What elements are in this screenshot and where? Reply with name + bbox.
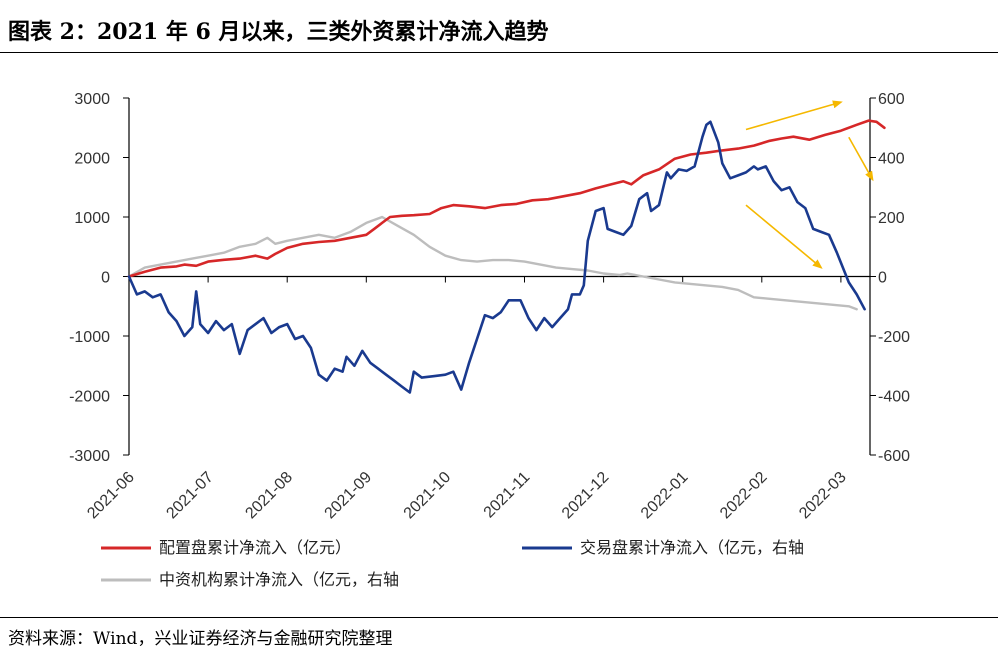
trend-arrow — [848, 136, 874, 182]
trend-arrow — [745, 100, 843, 131]
source-note: 资料来源：Wind，兴业证券经济与金融研究院整理 — [8, 629, 393, 649]
right-axis-tick-label: 400 — [878, 151, 905, 168]
allocation-legend-label: 配置盘累计净流入（亿元） — [159, 538, 351, 557]
left-axis-tick-label: -1000 — [69, 329, 110, 346]
x-axis-tick-label: 2021-12 — [559, 469, 613, 523]
x-axis-tick-label: 2021-09 — [322, 469, 376, 523]
left-axis-tick-label: 0 — [101, 270, 110, 287]
footer-divider — [0, 617, 998, 618]
left-axis-tick-label: 1000 — [74, 210, 110, 227]
trading-legend-label: 交易盘累计净流入（亿元，右轴 — [580, 538, 804, 557]
left-axis-tick-label: -3000 — [69, 448, 110, 465]
left-axis-tick-label: 3000 — [74, 91, 110, 108]
trading-series-line — [127, 120, 866, 394]
x-axis-tick-label: 2022-01 — [638, 469, 692, 523]
x-axis-tick-label: 2021-06 — [84, 469, 138, 523]
right-axis-tick-label: -200 — [878, 329, 910, 346]
x-axis-tick-label: 2021-11 — [481, 469, 534, 522]
x-axis-tick-label: 2021-07 — [163, 469, 217, 523]
trend-arrow — [745, 204, 823, 269]
left-axis-tick-label: -2000 — [69, 389, 110, 406]
chart: 3000200010000-1000-2000-30006004002000-2… — [69, 91, 910, 589]
page-title: 图表 2：2021 年 6 月以来，三类外资累计净流入趋势 — [8, 19, 549, 45]
right-axis-tick-label: 0 — [878, 270, 887, 287]
x-axis-tick-label: 2021-08 — [242, 469, 296, 523]
title-divider — [0, 52, 998, 53]
intermediary-legend-label: 中资机构累计净流入（亿元，右轴 — [159, 570, 399, 589]
right-axis-tick-label: -400 — [878, 389, 910, 406]
intermediary-series-line — [127, 215, 858, 311]
right-axis-tick-label: 600 — [878, 91, 905, 108]
right-axis-tick-label: 200 — [878, 210, 905, 227]
x-axis-tick-label: 2022-03 — [796, 469, 850, 523]
left-axis-tick-label: 2000 — [74, 151, 110, 168]
x-axis-tick-label: 2022-02 — [717, 469, 771, 523]
allocation-series-line — [127, 119, 886, 278]
right-axis-tick-label: -600 — [878, 448, 910, 465]
x-axis-tick-label: 2021-10 — [401, 469, 455, 523]
